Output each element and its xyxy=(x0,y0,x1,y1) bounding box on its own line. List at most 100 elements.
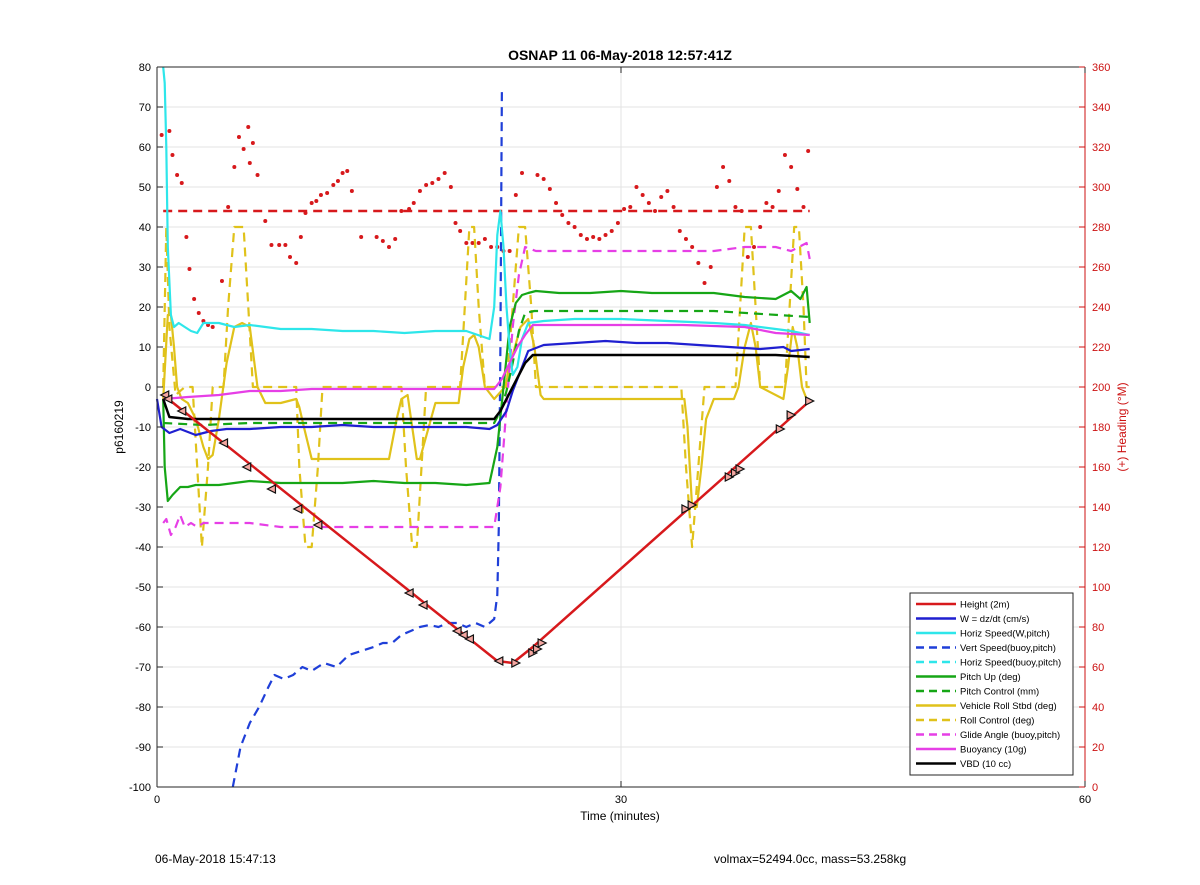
series-roll-control-deg xyxy=(162,225,810,549)
heading-point xyxy=(269,243,274,247)
heading-point xyxy=(294,261,299,265)
heading-point xyxy=(448,185,453,189)
heading-point xyxy=(219,279,224,283)
heading-point xyxy=(739,209,744,213)
heading-point xyxy=(801,205,806,209)
y2-tick-label: 180 xyxy=(1092,422,1110,434)
heading-point xyxy=(591,235,596,239)
heading-point xyxy=(303,211,308,215)
height-marker xyxy=(735,464,746,474)
heading-point xyxy=(554,201,559,205)
heading-point xyxy=(246,125,251,129)
heading-point xyxy=(609,229,614,233)
heading-point xyxy=(566,221,571,225)
heading-point xyxy=(476,241,481,245)
y2-tick-label: 160 xyxy=(1092,462,1110,474)
heading-point xyxy=(507,249,512,253)
heading-point xyxy=(806,149,811,153)
y2-tick-label: 300 xyxy=(1092,182,1110,194)
heading-point xyxy=(745,255,750,259)
y-tick-label: 50 xyxy=(139,182,151,194)
heading-point xyxy=(430,181,435,185)
heading-point xyxy=(241,147,246,151)
heading-point xyxy=(167,129,172,133)
heading-point xyxy=(665,189,670,193)
heading-point xyxy=(359,235,364,239)
heading-point xyxy=(622,207,627,211)
series-group xyxy=(155,66,816,788)
heading-point xyxy=(714,185,719,189)
heading-point xyxy=(407,207,412,211)
heading-point xyxy=(263,219,268,223)
legend-box xyxy=(909,592,1074,776)
heading-point xyxy=(453,221,458,225)
heading-point xyxy=(464,241,469,245)
y2-axis-label: (+) Heading (°M) xyxy=(1115,382,1129,471)
height-marker xyxy=(730,468,741,478)
heading-point xyxy=(250,141,255,145)
legend-label-glide-angle-buoy-pitch: Glide Angle (buoy,pitch) xyxy=(960,730,1060,741)
height-marker xyxy=(457,630,468,640)
y-tick-label: -20 xyxy=(135,462,151,474)
y2-tick-label: 260 xyxy=(1092,262,1110,274)
height-marker xyxy=(528,648,539,658)
heading-point xyxy=(634,185,639,189)
y-tick-label: 70 xyxy=(139,102,151,114)
height-marker xyxy=(493,656,504,666)
heading-point xyxy=(179,181,184,185)
heading-point xyxy=(318,193,323,197)
heading-point xyxy=(702,281,707,285)
heading-point xyxy=(696,261,701,265)
x-tick-label: 60 xyxy=(1079,794,1091,806)
heading-point xyxy=(277,243,282,247)
heading-point xyxy=(520,171,525,175)
heading-point xyxy=(288,255,293,259)
heading-point xyxy=(470,241,475,245)
legend-label-horiz-speed-buoy-pitch: Horiz Speed(buoy,pitch) xyxy=(960,658,1061,669)
y-tick-label: -80 xyxy=(135,702,151,714)
heading-point xyxy=(584,237,589,241)
chart-title: OSNAP 11 06-May-2018 12:57:41Z xyxy=(508,47,732,63)
y2-tick-label: 80 xyxy=(1092,622,1104,634)
heading-point xyxy=(387,245,391,249)
heading-point xyxy=(764,201,769,205)
legend-label-vert-speed-buoy-pitch: Vert Speed(buoy,pitch) xyxy=(960,643,1056,654)
y2-tick-label: 340 xyxy=(1092,102,1110,114)
x-axis-label: Time (minutes) xyxy=(580,809,660,823)
y2-tick-label: 60 xyxy=(1092,662,1104,674)
heading-point xyxy=(752,245,757,249)
footer-timestamp: 06-May-2018 15:47:13 xyxy=(155,852,276,866)
heading-point xyxy=(535,173,540,177)
y-tick-label: -10 xyxy=(135,422,151,434)
height-marker xyxy=(724,472,735,482)
heading-point xyxy=(776,189,781,193)
heading-point xyxy=(646,201,651,205)
y2-tick-label: 200 xyxy=(1092,382,1110,394)
y-tick-label: -100 xyxy=(129,782,151,794)
footer-volume-mass: volmax=52494.0cc, mass=53.258kg xyxy=(714,852,907,866)
series-horiz-speed-w-pitch xyxy=(162,66,810,377)
heading-point xyxy=(374,235,379,239)
heading-point xyxy=(335,179,340,183)
y2-tick-label: 40 xyxy=(1092,702,1104,714)
heading-point xyxy=(424,183,429,187)
y-tick-label: -30 xyxy=(135,502,151,514)
heading-point xyxy=(677,229,682,233)
y-tick-label: -40 xyxy=(135,542,151,554)
height-marker xyxy=(312,520,323,530)
heading-point xyxy=(298,235,303,239)
heading-point xyxy=(482,237,487,241)
legend-label-w-dz-dt-cm-s: W = dz/dt (cm/s) xyxy=(960,614,1029,625)
heading-point xyxy=(489,245,494,249)
heading-point xyxy=(210,325,215,329)
series-w-dz-dt-cm-s xyxy=(155,339,810,437)
y2-tick-label: 100 xyxy=(1092,582,1110,594)
y2-tick-label: 320 xyxy=(1092,142,1110,154)
heading-point xyxy=(572,225,577,229)
y-tick-label: 0 xyxy=(145,382,151,394)
heading-point xyxy=(380,239,385,243)
height-marker xyxy=(786,410,797,420)
heading-point xyxy=(640,193,645,197)
heading-point xyxy=(283,243,288,247)
heading-point xyxy=(683,237,688,241)
